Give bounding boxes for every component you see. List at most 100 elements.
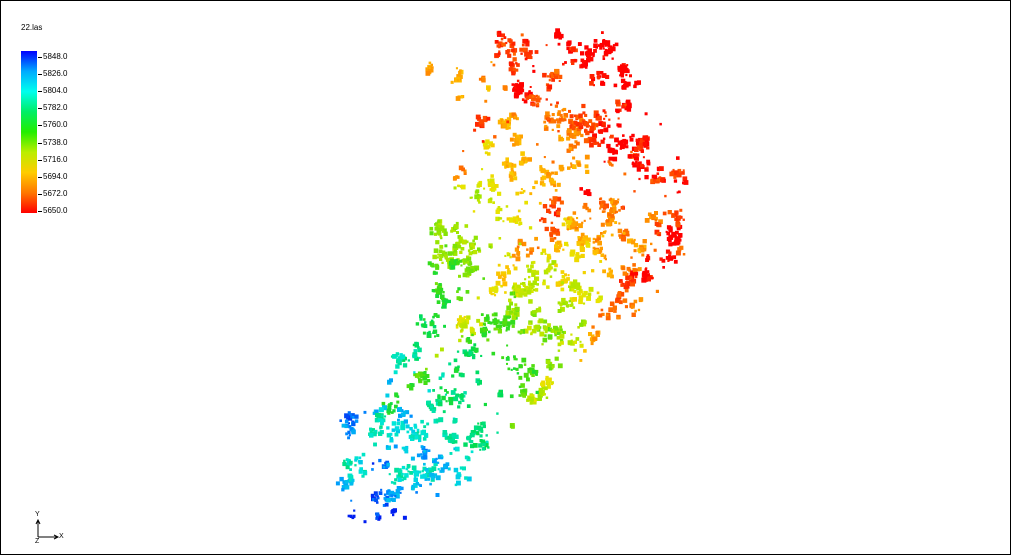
lidar-point: [442, 291, 445, 294]
lidar-point: [508, 298, 512, 303]
lidar-point: [585, 130, 590, 136]
lidar-point: [410, 486, 415, 491]
lidar-point: [439, 235, 443, 238]
lidar-point: [383, 497, 387, 500]
lidar-point: [428, 66, 431, 70]
lidar-point: [601, 121, 606, 126]
lidar-point: [438, 249, 443, 254]
lidar-point: [402, 363, 408, 368]
lidar-point: [495, 324, 500, 329]
lidar-point: [564, 273, 567, 277]
lidar-point: [515, 62, 518, 65]
lidar-point: [421, 323, 426, 328]
lidar-point: [529, 86, 532, 88]
lidar-point: [557, 119, 562, 124]
lidar-point: [542, 183, 546, 187]
lidar-point: [453, 447, 457, 451]
lidar-point: [599, 246, 603, 251]
lidar-point: [369, 433, 374, 438]
lidar-point: [415, 491, 418, 494]
lidar-point: [536, 143, 539, 146]
lidar-point: [587, 192, 592, 197]
lidar-point: [622, 271, 627, 276]
lidar-point: [676, 172, 682, 178]
lidar-point: [578, 122, 583, 127]
lidar-point: [437, 253, 440, 256]
lidar-point: [490, 143, 495, 148]
lidar-point: [558, 117, 563, 122]
lidar-point: [647, 275, 651, 280]
lidar-point: [400, 412, 404, 416]
lidar-point: [448, 435, 453, 440]
lidar-point: [487, 178, 490, 182]
lidar-point: [414, 475, 417, 478]
lidar-point: [499, 207, 503, 212]
lidar-point: [544, 124, 548, 129]
lidar-point: [559, 113, 563, 117]
lidar-point: [420, 474, 425, 479]
lidar-point: [495, 40, 499, 44]
lidar-point: [484, 117, 488, 122]
lidar-point: [477, 182, 482, 187]
lidar-point: [468, 340, 471, 343]
lidar-point: [617, 123, 620, 127]
lidar-point: [675, 214, 678, 217]
lidar-point: [681, 171, 685, 175]
lidar-point: [414, 341, 418, 345]
lidar-point: [500, 118, 504, 123]
lidar-point: [611, 198, 615, 202]
lidar-point: [665, 230, 668, 233]
lidar-point: [518, 293, 523, 298]
lidar-point: [371, 428, 375, 432]
lidar-point: [514, 303, 518, 307]
lidar-point: [467, 260, 472, 266]
lidar-point: [531, 368, 534, 371]
lidar-point: [416, 453, 421, 458]
lidar-point: [510, 424, 513, 427]
lidar-point: [388, 473, 391, 476]
lidar-point: [637, 81, 641, 85]
legend-tick: [38, 159, 42, 161]
lidar-point: [668, 242, 673, 247]
lidar-point: [585, 189, 591, 194]
lidar-point: [548, 79, 551, 82]
lidar-point: [577, 162, 581, 166]
lidar-point: [636, 153, 640, 157]
lidar-point: [610, 134, 614, 139]
lidar-point: [456, 350, 460, 353]
lidar-point: [358, 456, 362, 460]
lidar-point: [523, 292, 528, 297]
lidar-point: [463, 315, 466, 319]
lidar-point: [577, 236, 580, 239]
lidar-point: [579, 119, 584, 123]
lidar-point: [463, 391, 467, 395]
lidar-point: [682, 253, 686, 256]
lidar-point: [610, 207, 614, 211]
lidar-point: [548, 114, 551, 117]
lidar-point: [493, 327, 497, 331]
lidar-point: [602, 137, 606, 140]
lidar-point: [434, 288, 439, 292]
lidar-point: [429, 405, 433, 409]
lidar-point: [619, 291, 625, 297]
lidar-point: [601, 312, 605, 316]
lidar-point: [447, 299, 451, 304]
lidar-point: [378, 431, 383, 436]
lidar-point: [579, 359, 583, 362]
legend-tick: [38, 176, 42, 178]
lidar-point: [572, 297, 577, 302]
lidar-point: [390, 355, 394, 358]
lidar-point: [478, 443, 483, 448]
lidar-point: [644, 167, 649, 172]
lidar-point: [453, 368, 459, 373]
lidar-point: [589, 337, 594, 342]
lidar-point: [556, 182, 561, 187]
lidar-point: [403, 419, 408, 424]
lidar-point: [441, 297, 444, 300]
lidar-point: [487, 446, 490, 449]
lidar-point: [566, 136, 571, 141]
lidar-point: [487, 183, 492, 188]
lidar-point: [351, 415, 355, 419]
